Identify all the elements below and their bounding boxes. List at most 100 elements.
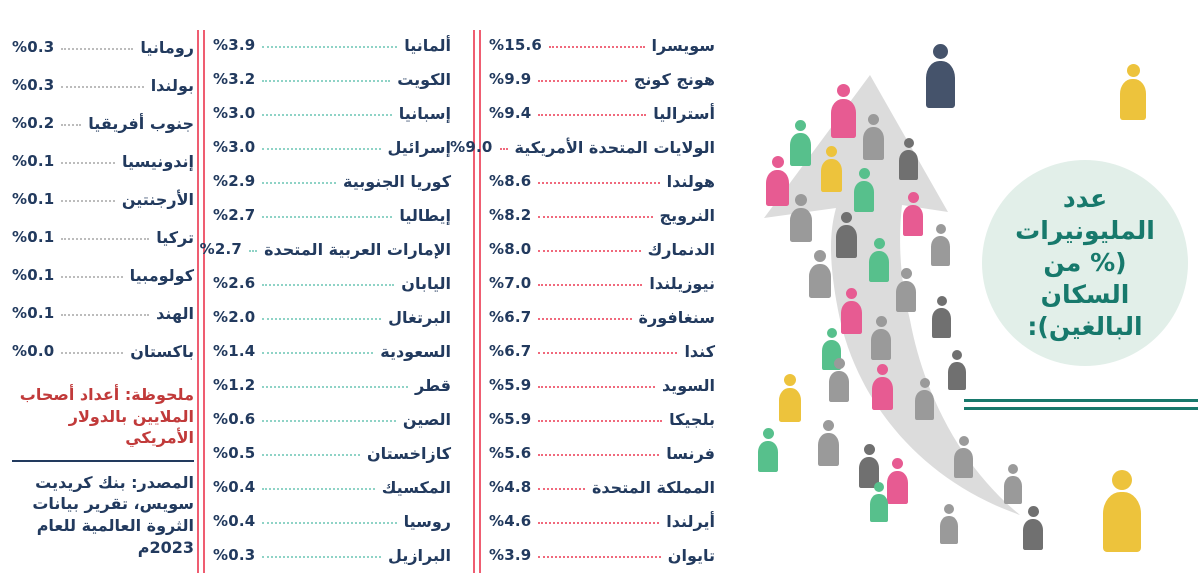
- country-label: جنوب أفريقيا: [88, 113, 194, 133]
- country-row: فرنسا %5.6: [489, 436, 715, 470]
- leader-line: [499, 147, 508, 150]
- leader-line: [538, 215, 653, 218]
- country-label: إسرائيل: [387, 137, 451, 157]
- leader-line: [262, 419, 396, 422]
- person-icon: [926, 44, 955, 108]
- person-head: [863, 444, 875, 455]
- country-label: كولومبيا: [129, 265, 194, 285]
- country-value: %2.7: [213, 206, 256, 224]
- country-label: أستراليا: [653, 103, 715, 123]
- country-row: الأرجنتين %0.1: [12, 180, 194, 218]
- person-head: [936, 296, 947, 306]
- leader-line: [538, 113, 647, 116]
- country-value: %9.9: [489, 70, 532, 88]
- country-label: الدنمارك: [647, 239, 715, 259]
- person-head: [868, 114, 879, 125]
- country-label: هونج كونج: [633, 69, 715, 89]
- country-label: كندا: [684, 341, 715, 361]
- person-head: [795, 194, 807, 206]
- person-icon: [899, 138, 918, 180]
- person-icon: [948, 350, 966, 390]
- person-body: [829, 371, 849, 402]
- person-icon: [1120, 64, 1146, 120]
- person-icon: [1023, 506, 1043, 550]
- person-head: [944, 504, 954, 514]
- person-icon: [872, 364, 893, 410]
- person-body: [863, 127, 884, 160]
- person-body: [940, 516, 958, 544]
- country-value: %0.1: [12, 228, 55, 246]
- leader-line: [262, 453, 360, 456]
- person-icon: [870, 482, 888, 522]
- person-body: [1103, 492, 1141, 552]
- person-body: [869, 251, 889, 282]
- people-layer: [720, 0, 1200, 581]
- country-row: البرازيل %0.3: [213, 538, 451, 572]
- person-body: [872, 377, 893, 410]
- person-body: [903, 205, 923, 236]
- leader-line: [262, 317, 382, 320]
- country-label: المملكة المتحدة: [591, 477, 715, 497]
- person-icon: [821, 146, 842, 192]
- person-body: [1023, 519, 1043, 550]
- leader-line: [262, 487, 375, 490]
- country-value: %3.0: [213, 138, 256, 156]
- person-body: [841, 301, 862, 334]
- country-label: البرازيل: [388, 545, 451, 565]
- country-label: تايوان: [667, 545, 715, 565]
- leader-line: [262, 181, 337, 184]
- leader-line: [61, 275, 123, 278]
- country-row: هولندا %8.6: [489, 164, 715, 198]
- person-icon: [931, 224, 950, 266]
- note: ملحوظة: أعداد أصحاب الملايين بالدولار ال…: [19, 385, 194, 448]
- country-row: تايوان %3.9: [489, 538, 715, 572]
- country-value: %7.0: [489, 274, 532, 292]
- country-row: رومانيا %0.3: [12, 28, 194, 66]
- country-value: %0.2: [12, 114, 55, 132]
- country-value: %8.0: [489, 240, 532, 258]
- country-value: %0.0: [12, 342, 55, 360]
- person-icon: [809, 250, 831, 298]
- country-label: السعودية: [380, 341, 451, 361]
- country-label: الصين: [402, 409, 451, 429]
- country-row: تركيا %0.1: [12, 218, 194, 256]
- country-value: %1.2: [213, 376, 256, 394]
- person-icon: [779, 374, 801, 422]
- person-head: [892, 458, 903, 469]
- leader-line: [61, 199, 115, 202]
- country-row: إيطاليا %2.7: [213, 198, 451, 232]
- person-head: [784, 374, 796, 386]
- country-row: الولايات المتحدة الأمريكية %9.0: [450, 130, 715, 164]
- column-separator: [197, 30, 205, 573]
- person-body: [932, 308, 951, 338]
- person-icon: [940, 504, 958, 544]
- country-row: المملكة المتحدة %4.8: [489, 470, 715, 504]
- source: المصدر: بنك كريديت سويس، تقرير بيانات ال…: [32, 472, 194, 557]
- person-icon: [829, 358, 849, 402]
- country-value: %0.5: [213, 444, 256, 462]
- person-head: [795, 120, 806, 131]
- country-value: %4.6: [489, 512, 532, 530]
- person-head: [900, 268, 912, 279]
- person-icon: [758, 428, 778, 472]
- country-label: النرويج: [659, 205, 715, 225]
- leader-line: [262, 555, 382, 558]
- country-row: إسرائيل %3.0: [213, 130, 451, 164]
- country-value: %0.6: [213, 410, 256, 428]
- person-icon: [790, 120, 811, 166]
- person-head: [826, 328, 837, 338]
- leader-line: [538, 521, 660, 524]
- person-body: [870, 494, 888, 522]
- person-body: [859, 457, 879, 488]
- person-body: [818, 433, 839, 466]
- country-value: %2.9: [213, 172, 256, 190]
- person-body: [766, 170, 789, 206]
- person-head: [841, 212, 852, 223]
- leader-line: [538, 487, 585, 490]
- leader-line: [538, 79, 627, 82]
- country-row: سويسرا %15.6: [489, 28, 715, 62]
- country-row: قطر %1.2: [213, 368, 451, 402]
- note-source-divider: [12, 459, 194, 462]
- person-head: [833, 358, 845, 369]
- person-head: [814, 250, 826, 262]
